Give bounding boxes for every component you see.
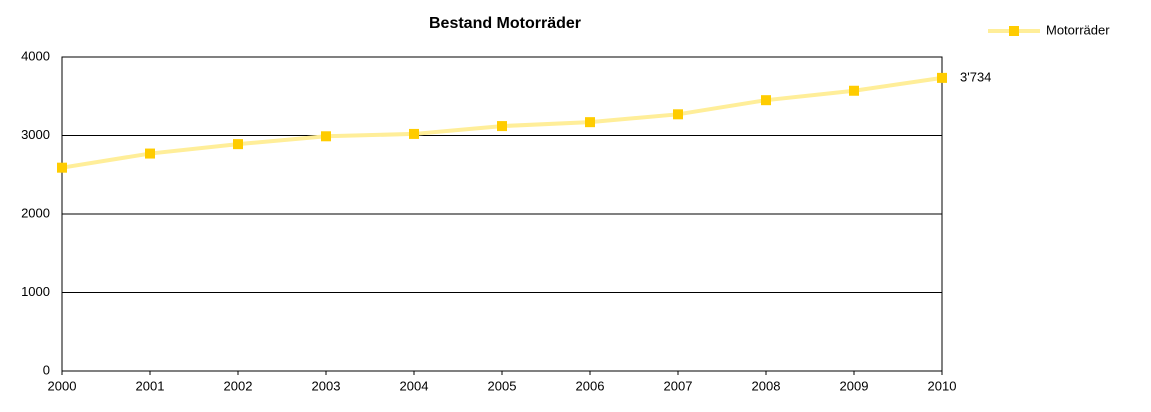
data-point [57, 162, 67, 173]
data-label: 3'734 [960, 69, 991, 84]
x-tick-label: 2001 [136, 378, 165, 393]
y-tick-label: 1000 [21, 284, 50, 299]
x-tick-label: 2005 [488, 378, 517, 393]
data-point [321, 131, 331, 142]
y-tick-label: 3000 [21, 127, 50, 142]
x-tick-label: 2002 [224, 378, 253, 393]
legend-marker [1009, 26, 1019, 36]
data-point [849, 85, 859, 96]
data-point [761, 95, 771, 106]
y-tick-label: 4000 [21, 48, 50, 63]
y-tick-label: 0 [43, 362, 50, 377]
y-tick-label: 2000 [21, 205, 50, 220]
data-point [233, 139, 243, 150]
x-tick-label: 2003 [312, 378, 341, 393]
data-point [673, 109, 683, 120]
data-point [409, 128, 419, 139]
data-point [937, 72, 947, 83]
data-point [145, 148, 155, 159]
x-tick-label: 2009 [840, 378, 869, 393]
chart-title: Bestand Motorräder [429, 15, 581, 32]
x-tick-label: 2000 [48, 378, 77, 393]
legend-label: Motorräder [1046, 22, 1110, 37]
x-tick-label: 2010 [928, 378, 957, 393]
x-tick-label: 2007 [664, 378, 693, 393]
x-tick-label: 2004 [400, 378, 429, 393]
data-point [497, 121, 507, 132]
data-point [585, 117, 595, 128]
x-tick-label: 2008 [752, 378, 781, 393]
x-tick-label: 2006 [576, 378, 605, 393]
